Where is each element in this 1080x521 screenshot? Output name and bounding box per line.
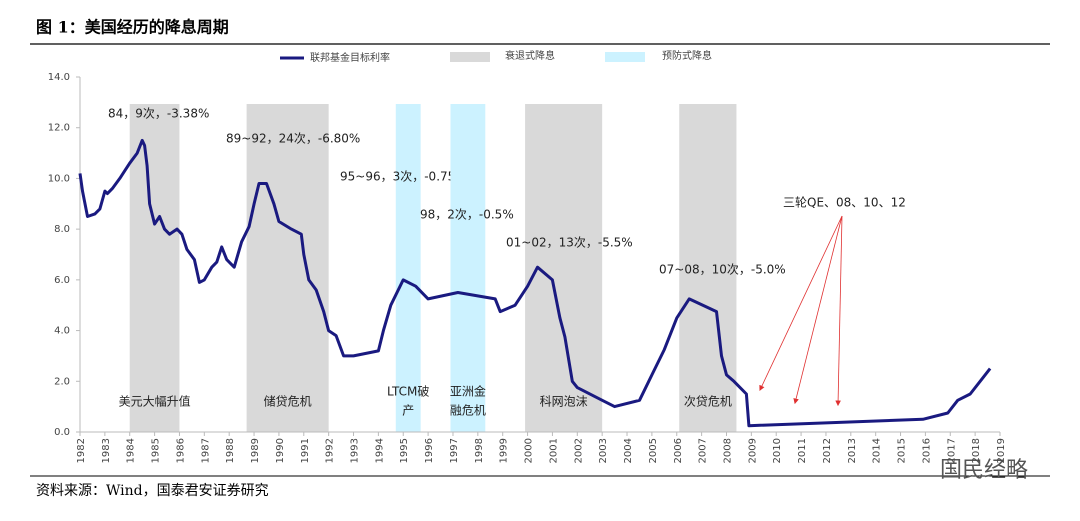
x-tick-label: 1983	[101, 438, 112, 463]
band-label: 融危机	[450, 404, 486, 418]
x-tick-label: 1985	[151, 438, 162, 463]
x-tick-label: 2018	[971, 438, 982, 463]
band-label: 美元大幅升值	[119, 394, 191, 409]
x-tick-label: 1999	[499, 438, 510, 463]
band-label: 亚洲金	[450, 384, 486, 399]
legend-label: 联邦基金目标利率	[310, 51, 390, 64]
x-tick-label: 2000	[524, 438, 535, 463]
band-note: 95~96，3次，-0.75%	[340, 170, 467, 184]
x-tick-label: 2005	[648, 438, 659, 463]
x-tick-label: 1988	[225, 438, 236, 463]
band	[395, 104, 421, 432]
band-note: 84，9次，-3.38%	[108, 107, 209, 121]
y-tick-label: 6.0	[54, 275, 70, 286]
y-tick-label: 4.0	[54, 326, 70, 337]
x-tick-label: 1996	[424, 438, 435, 463]
legend-swatch	[605, 52, 645, 62]
band-label: LTCM破	[387, 384, 429, 399]
x-tick-label: 1994	[374, 438, 385, 463]
x-tick-label: 2013	[847, 438, 858, 463]
chart-title: 图 1：美国经历的降息周期	[36, 18, 229, 37]
x-tick-label: 1984	[126, 438, 137, 463]
x-tick-label: 2016	[921, 438, 932, 463]
x-tick-label: 1998	[474, 438, 485, 463]
x-tick-label: 1987	[200, 438, 211, 463]
x-tick-label: 2002	[573, 438, 584, 463]
qe-note: 三轮QE、08、10、12	[783, 196, 906, 210]
x-tick-label: 2011	[797, 438, 808, 463]
x-tick-label: 2015	[897, 438, 908, 463]
line	[78, 138, 992, 428]
x-tick-label: 2003	[598, 438, 609, 463]
x-tick-label: 2010	[772, 438, 783, 463]
legend-label: 预防式降息	[662, 49, 712, 62]
x-tick-label: 2019	[996, 438, 1007, 463]
y-tick-label: 14.0	[48, 72, 70, 83]
y-tick-label: 2.0	[54, 376, 70, 387]
x-tick-label: 2001	[548, 438, 559, 463]
y-tick-label: 0.0	[54, 427, 70, 438]
x-tick-label: 2017	[946, 438, 957, 463]
band-label: 储贷危机	[264, 394, 312, 409]
band	[129, 104, 180, 432]
x-tick-label: 1990	[275, 438, 286, 463]
band-note: 89~92，24次，-6.80%	[226, 132, 360, 146]
legend-swatch	[450, 52, 490, 62]
legend-label: 衰退式降息	[505, 49, 555, 62]
source: 资料来源：Wind，国泰君安证券研究	[36, 483, 269, 499]
band-note: 98，2次，-0.5%	[420, 208, 514, 222]
x-tick-label: 2014	[872, 438, 883, 463]
x-tick-label: 2004	[623, 438, 634, 463]
y-tick-label: 12.0	[48, 123, 70, 134]
band	[679, 104, 737, 432]
x-tick-label: 2007	[698, 438, 709, 463]
watermark: 国民经略	[940, 458, 1028, 483]
x-tick-label: 2006	[673, 438, 684, 463]
x-tick-label: 2009	[747, 438, 758, 463]
x-tick-label: 1989	[250, 438, 261, 463]
band	[246, 104, 329, 432]
qe-arrow	[759, 215, 843, 392]
band-note: 07~08，10次，-5.0%	[659, 263, 786, 277]
x-tick-label: 1991	[300, 438, 311, 463]
y-tick-label: 8.0	[54, 224, 70, 235]
band-label: 科网泡沫	[540, 395, 588, 409]
x-tick-label: 2008	[722, 438, 733, 463]
x-tick-label: 1982	[76, 438, 87, 463]
y-tick-label: 10.0	[48, 173, 70, 184]
x-tick-label: 1992	[325, 438, 336, 463]
qe-arrow	[793, 215, 843, 405]
x-tick-label: 1993	[350, 438, 361, 463]
x-tick-label: 1997	[449, 438, 460, 463]
x-tick-label: 1995	[399, 438, 410, 463]
x-tick-label: 1986	[175, 438, 186, 463]
x-tick-label: 2012	[822, 438, 833, 463]
band-note: 01~02，13次，-5.5%	[506, 236, 633, 250]
band-label: 次贷危机	[684, 395, 732, 409]
qe-arrow	[835, 215, 843, 407]
band	[450, 104, 486, 432]
band-label: 产	[402, 404, 414, 418]
